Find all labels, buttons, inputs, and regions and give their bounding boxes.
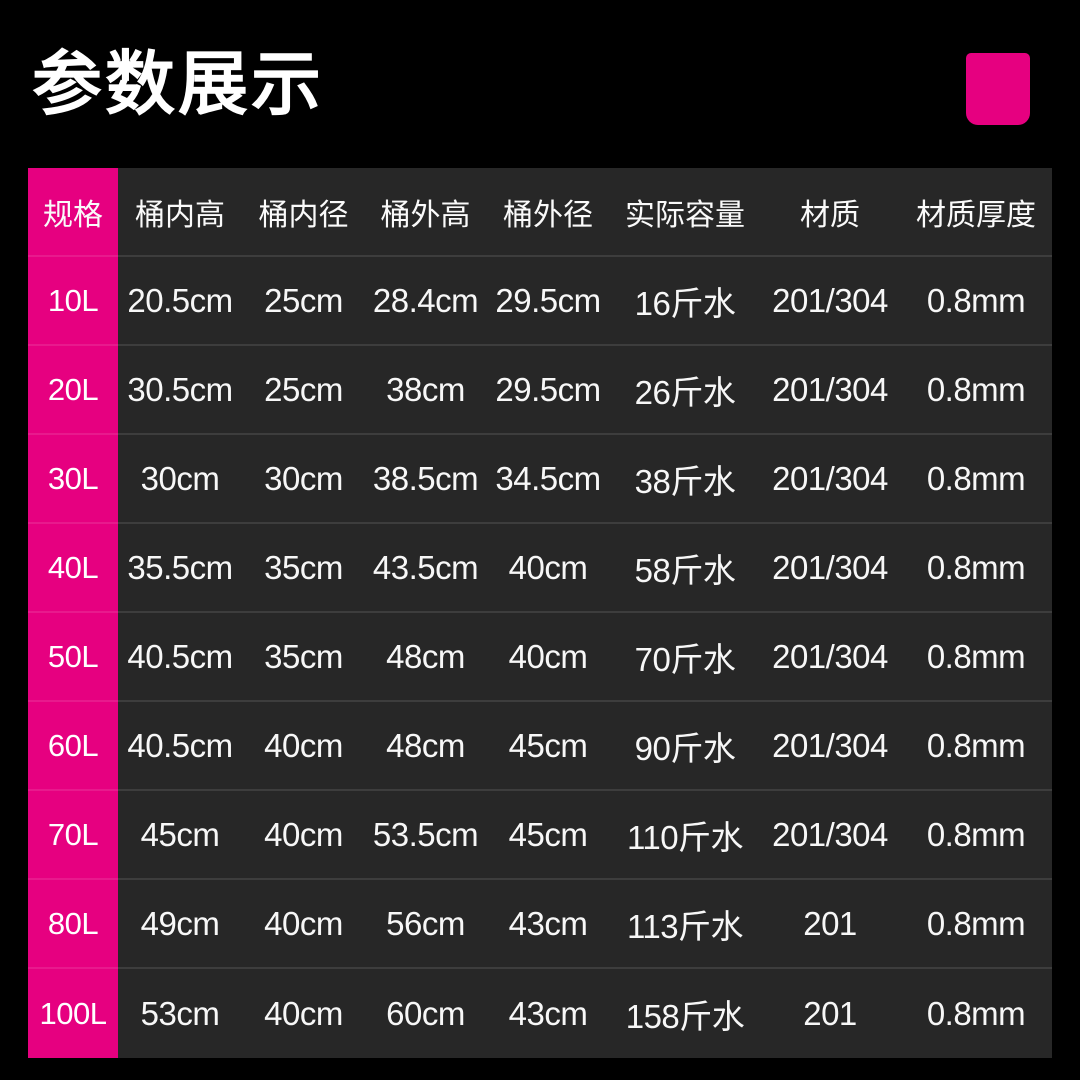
value-cell: 35cm [242,524,365,613]
value-cell: 0.8mm [900,791,1052,880]
value-cell: 16斤水 [610,257,760,346]
value-cell: 40.5cm [118,702,242,791]
value-cell: 201 [760,880,900,969]
value-cell: 38cm [365,346,486,435]
table-row: 50L 40.5cm 35cm 48cm 40cm 70斤水 201/304 0.8mm [28,613,1052,702]
value-cell: 26斤水 [610,346,760,435]
table-row: 40L 35.5cm 35cm 43.5cm 40cm 58斤水 201/304 0.8mm [28,524,1052,613]
value-cell: 0.8mm [900,257,1052,346]
value-cell: 0.8mm [900,435,1052,524]
value-cell: 25cm [242,257,365,346]
spec-table: 规格 桶内高 桶内径 桶外高 桶外径 实际容量 材质 材质厚度 10L 20.5cm 25cm 28… [28,168,1052,1058]
value-cell: 30cm [242,435,365,524]
value-cell: 38斤水 [610,435,760,524]
value-cell: 58斤水 [610,524,760,613]
value-cell: 45cm [486,702,610,791]
value-cell: 201/304 [760,791,900,880]
value-cell: 43cm [508,994,588,1032]
value-cell: 56cm [365,880,486,969]
value-cell: 30cm [118,435,242,524]
value-cell: 35.5cm [118,524,242,613]
spec-cell: 20L [28,346,118,435]
table-body: 10L 20.5cm 25cm 28.4cm 29.5cm 16斤水 201/304 0.8m… [28,257,1052,1058]
value-cell: 48cm [365,613,486,702]
table-row: 30L 30cm 30cm 38.5cm 34.5cm 38斤水 201/304 0.8mm [28,435,1052,524]
value-cell: 201/304 [760,435,900,524]
value-cell: 40cm [486,524,610,613]
value-cell: 28.4cm [365,257,486,346]
page-title: 参数展示 [32,45,324,123]
value-cell: 60cm [386,994,465,1032]
header-cell: 实际容量 [610,168,760,257]
table-header-row: 规格 桶内高 桶内径 桶外高 桶外径 实际容量 材质 材质厚度 [28,168,1052,257]
value-cell: 40cm [242,880,365,969]
value-cell: 30.5cm [118,346,242,435]
value-cell: 0.8mm [926,994,1026,1032]
value-cell: 0.8mm [900,346,1052,435]
value-cell: 35cm [242,613,365,702]
value-cell: 34.5cm [486,435,610,524]
spec-cell: 70L [28,791,118,880]
header-cell: 材质 [760,168,900,257]
value-cell: 25cm [242,346,365,435]
header-cell: 桶内径 [242,168,365,257]
value-cell: 90斤水 [610,702,760,791]
spec-cell: 80L [28,880,118,969]
accent-corner-tab [966,53,1030,125]
value-cell: 201/304 [760,524,900,613]
value-cell: 201/304 [760,257,900,346]
value-cell: 48cm [365,702,486,791]
value-cell: 70斤水 [610,613,760,702]
value-cell: 53.5cm [365,791,486,880]
table-row: 60L 40.5cm 40cm 48cm 45cm 90斤水 201/304 0.8mm [28,702,1052,791]
spec-cell: 30L [28,435,118,524]
value-cell: 20.5cm [118,257,242,346]
value-cell: 201/304 [760,613,900,702]
value-cell: 40cm [486,613,610,702]
spec-cell: 40L [28,524,118,613]
value-cell: 45cm [118,791,242,880]
value-cell: 201/304 [760,346,900,435]
value-cell: 113斤水 [610,880,760,969]
value-cell: 43cm [486,880,610,969]
spec-cell: 10L [28,257,118,346]
table-row: 100L 53cm 40cm 60cm 43cm 158斤水 201 0.8mm [28,969,1052,1058]
spec-cell: 60L [28,702,118,791]
value-cell: 0.8mm [900,702,1052,791]
header-cell: 桶外高 [365,168,486,257]
table-row: 70L 45cm 40cm 53.5cm 45cm 110斤水 201/304 0.8mm [28,791,1052,880]
value-cell: 110斤水 [610,791,760,880]
value-cell: 0.8mm [900,880,1052,969]
value-cell: 40cm [242,791,365,880]
value-cell: 0.8mm [900,613,1052,702]
table-row: 10L 20.5cm 25cm 28.4cm 29.5cm 16斤水 201/304 0.8m… [28,257,1052,346]
table-row: 20L 30.5cm 25cm 38cm 29.5cm 26斤水 201/304 0.8mm [28,346,1052,435]
spec-cell: 50L [28,613,118,702]
header-cell: 桶外径 [486,168,610,257]
value-cell: 49cm [118,880,242,969]
value-cell: 40cm [264,994,343,1032]
value-cell: 40cm [242,702,365,791]
value-cell: 53cm [140,994,220,1032]
value-cell: 29.5cm [486,346,610,435]
value-cell: 29.5cm [486,257,610,346]
value-cell: 43.5cm [365,524,486,613]
table-row: 80L 49cm 40cm 56cm 43cm 113斤水 201 0.8mm [28,880,1052,969]
header-cell: 材质厚度 [900,168,1052,257]
value-cell: 38.5cm [365,435,486,524]
value-cell: 0.8mm [900,524,1052,613]
value-cell: 40.5cm [118,613,242,702]
spec-cell: 100L [28,969,118,1058]
value-cell: 201/304 [760,702,900,791]
value-cell: 45cm [486,791,610,880]
value-cell: 158斤水 [625,997,745,1035]
value-cell: 201 [803,994,857,1032]
header-cell: 规格 [28,168,118,257]
header-cell: 桶内高 [118,168,242,257]
